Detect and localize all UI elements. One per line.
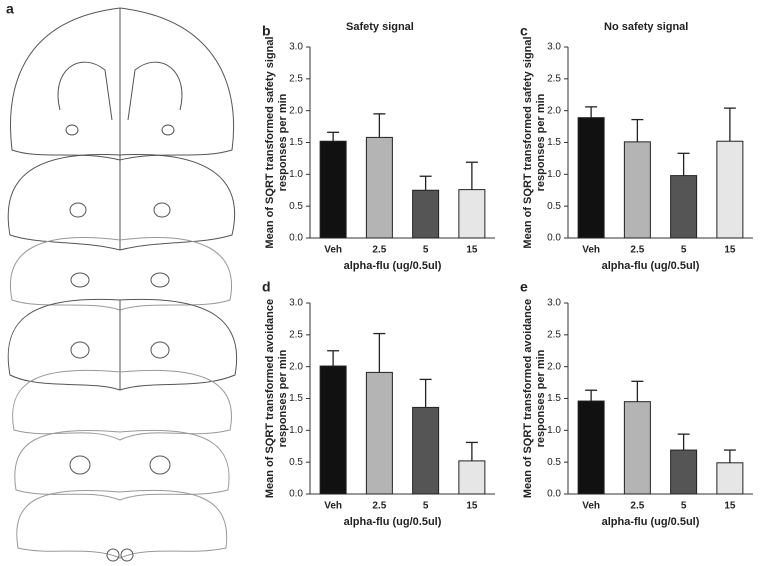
y-axis-label: Mean of SQRT transformed avoidance xyxy=(264,299,276,498)
x-tick-label: 15 xyxy=(724,245,736,256)
x-axis-label: alpha-flu (ug/0.5ul) xyxy=(602,260,700,272)
x-tick-label: 2.5 xyxy=(372,245,386,256)
y-axis-label: Mean of SQRT transformed safety signal xyxy=(264,36,276,248)
y-tick-label: 2.5 xyxy=(289,73,303,84)
y-tick-label: 2.0 xyxy=(547,361,561,372)
y-axis-label: responses per min xyxy=(277,349,289,447)
y-tick-label: 0.0 xyxy=(547,233,561,244)
x-axis-label: alpha-flu (ug/0.5ul) xyxy=(344,260,442,272)
bar xyxy=(623,401,651,495)
x-tick-label: 15 xyxy=(724,501,736,512)
x-tick-label: 2.5 xyxy=(630,501,644,512)
panel-label: b xyxy=(262,23,271,39)
x-tick-label: 5 xyxy=(423,245,429,256)
x-tick-label: Veh xyxy=(324,501,342,512)
x-tick-label: 2.5 xyxy=(630,245,644,256)
y-axis-label: responses per min xyxy=(277,93,289,191)
x-tick-label: 5 xyxy=(681,501,687,512)
y-tick-label: 0.0 xyxy=(547,489,561,500)
bar xyxy=(716,462,744,495)
y-axis-label: responses per min xyxy=(535,93,547,191)
y-tick-label: 2.5 xyxy=(289,329,303,340)
x-axis-label: alpha-flu (ug/0.5ul) xyxy=(602,516,700,528)
x-tick-label: Veh xyxy=(582,245,600,256)
y-tick-label: 3.0 xyxy=(289,298,303,309)
brain-sections xyxy=(7,7,238,562)
y-tick-label: 2.0 xyxy=(289,361,303,372)
y-tick-label: 0.5 xyxy=(289,201,303,212)
y-tick-label: 1.0 xyxy=(547,425,561,436)
y-tick-label: 2.0 xyxy=(289,105,303,116)
bar xyxy=(319,140,347,239)
y-tick-label: 0.0 xyxy=(289,489,303,500)
y-tick-label: 3.0 xyxy=(547,298,561,309)
y-tick-label: 1.0 xyxy=(289,169,303,180)
y-axis-label: responses per min xyxy=(535,349,547,447)
x-tick-label: 5 xyxy=(423,501,429,512)
bar xyxy=(670,449,698,495)
bar xyxy=(458,189,486,239)
bar xyxy=(623,141,651,239)
bar xyxy=(412,406,440,495)
x-axis-label: alpha-flu (ug/0.5ul) xyxy=(344,516,442,528)
panel-label: c xyxy=(520,23,528,39)
x-tick-label: 5 xyxy=(681,245,687,256)
x-tick-label: Veh xyxy=(582,501,600,512)
y-tick-label: 2.5 xyxy=(547,73,561,84)
bar xyxy=(319,365,347,495)
y-tick-label: 1.5 xyxy=(289,393,303,404)
x-tick-label: 15 xyxy=(466,245,478,256)
y-tick-label: 0.5 xyxy=(547,201,561,212)
bar xyxy=(458,460,486,495)
x-tick-label: 15 xyxy=(466,501,478,512)
panel-label: d xyxy=(262,279,271,295)
bar xyxy=(577,117,605,239)
x-tick-label: 2.5 xyxy=(372,501,386,512)
y-tick-label: 2.0 xyxy=(547,105,561,116)
y-tick-label: 2.5 xyxy=(547,329,561,340)
bar xyxy=(365,136,393,239)
y-tick-label: 0.5 xyxy=(289,457,303,468)
y-axis-label: Mean of SQRT transformed avoidance xyxy=(522,299,534,498)
chart-title: Safety signal xyxy=(346,21,414,33)
bar xyxy=(716,140,744,239)
y-tick-label: 1.5 xyxy=(289,137,303,148)
y-tick-label: 0.5 xyxy=(547,457,561,468)
y-tick-label: 3.0 xyxy=(289,42,303,53)
bar xyxy=(670,175,698,239)
chart-title: No safety signal xyxy=(604,21,688,33)
x-tick-label: Veh xyxy=(324,245,342,256)
y-tick-label: 1.0 xyxy=(289,425,303,436)
y-tick-label: 0.0 xyxy=(289,233,303,244)
bar xyxy=(577,400,605,495)
panel-label: e xyxy=(520,279,528,295)
y-tick-label: 3.0 xyxy=(547,42,561,53)
bar xyxy=(412,189,440,239)
bar xyxy=(365,371,393,495)
y-axis-label: Mean of SQRT transformed safety signal xyxy=(522,36,534,248)
y-tick-label: 1.5 xyxy=(547,137,561,148)
y-tick-label: 1.5 xyxy=(547,393,561,404)
y-tick-label: 1.0 xyxy=(547,169,561,180)
panel-label: a xyxy=(6,1,14,17)
